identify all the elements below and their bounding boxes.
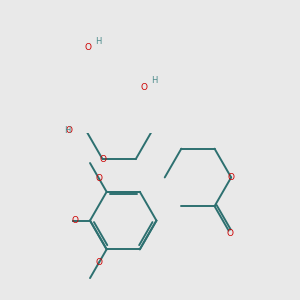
Text: O: O bbox=[228, 173, 235, 182]
Text: H: H bbox=[95, 37, 101, 46]
Text: O: O bbox=[99, 154, 106, 164]
Text: O: O bbox=[72, 216, 79, 225]
Text: O: O bbox=[227, 229, 234, 238]
Text: O: O bbox=[84, 43, 91, 52]
Text: H: H bbox=[64, 126, 71, 135]
Text: O: O bbox=[66, 126, 73, 135]
Text: O: O bbox=[140, 83, 148, 92]
Text: O: O bbox=[96, 174, 103, 183]
Text: O: O bbox=[96, 258, 103, 267]
Text: H: H bbox=[152, 76, 158, 85]
